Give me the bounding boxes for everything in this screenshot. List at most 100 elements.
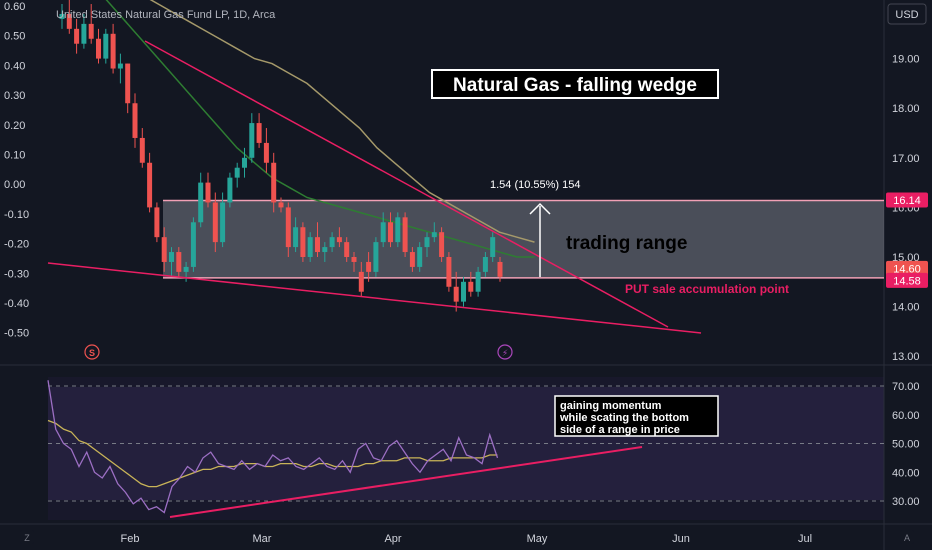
candle-body (125, 63, 131, 104)
rsi-note-box[interactable] (554, 395, 719, 437)
candle (439, 227, 445, 262)
candle-body (205, 182, 211, 203)
candle-body (96, 38, 101, 59)
candle (424, 232, 430, 257)
candle-body (395, 217, 401, 243)
wedge-upper-trendline[interactable] (144, 40, 669, 328)
put-sale-label: PUT sale accumulation point (625, 282, 789, 296)
rsi-line (47, 380, 499, 514)
candle (315, 222, 320, 257)
time-axis-month: May (527, 533, 548, 545)
candlestick-series (59, 0, 503, 312)
price-label-text: 16.14 (893, 195, 921, 207)
log-scale-label: Z (24, 533, 30, 543)
candle-body (300, 227, 306, 257)
trading-range-label: trading range (566, 233, 687, 254)
candle-body (322, 247, 328, 253)
candle (154, 202, 160, 243)
candle (395, 212, 401, 248)
candle-body (139, 137, 145, 163)
rsi-axis[interactable]: 70.00 60.00 50.00 40.00 30.00 (892, 381, 920, 508)
candle (446, 252, 452, 292)
candle (132, 93, 138, 148)
candle (103, 28, 109, 64)
candle-body (373, 242, 379, 272)
candle-body (278, 202, 284, 208)
candle (497, 257, 503, 282)
chart-title: Natural Gas - falling wedge (453, 75, 697, 96)
auto-scale-button[interactable] (900, 530, 914, 544)
candle (417, 242, 423, 272)
price-axis-tick: 14.00 (892, 302, 920, 314)
candle (490, 232, 496, 262)
wedge-lower-trendline[interactable] (47, 262, 702, 334)
candle-body (263, 142, 269, 163)
candle-body (227, 177, 233, 203)
candle-body (256, 123, 262, 143)
log-scale-button[interactable] (20, 530, 34, 544)
title-box[interactable] (431, 69, 719, 99)
candle (358, 261, 364, 297)
candle (373, 237, 379, 277)
candle (139, 128, 145, 168)
price-axis-tick: 13.00 (892, 351, 920, 363)
candle-body (66, 13, 72, 29)
candle (205, 172, 211, 208)
currency-button[interactable] (887, 3, 927, 25)
candle-body (147, 162, 153, 208)
candle (227, 172, 233, 208)
slow-moving-average-line (149, 0, 535, 243)
candle (285, 202, 291, 257)
candle-body (358, 271, 364, 292)
dividend-marker[interactable] (84, 344, 100, 360)
earnings-marker[interactable] (497, 344, 513, 360)
candle-body (490, 237, 496, 257)
time-axis-month: Jun (672, 533, 690, 545)
candle-body (220, 202, 226, 243)
rsi-trendline[interactable] (169, 446, 643, 518)
candle-body (176, 252, 182, 272)
candle (482, 252, 488, 277)
rsi-note-line: side of a range in price (560, 424, 680, 436)
candle (249, 113, 255, 163)
candle-body (431, 232, 437, 238)
left-axis-tick: 0.50 (4, 31, 25, 43)
candle (66, 0, 72, 34)
candle (256, 113, 262, 148)
left-axis-tick: -0.30 (4, 268, 29, 280)
candle (453, 271, 459, 312)
candle (263, 128, 269, 173)
rsi-note-line: while scating the bottom (559, 412, 689, 424)
candle (242, 147, 247, 178)
candle-body (329, 237, 335, 248)
price-label-tag (886, 260, 928, 276)
price-axis-tick: 19.00 (892, 54, 920, 66)
candle-body (242, 157, 247, 168)
candle (402, 212, 408, 257)
candle-body (468, 281, 474, 292)
rsi-level-lines (48, 385, 884, 502)
price-axis-tick: 17.00 (892, 153, 920, 165)
candle (409, 247, 415, 272)
time-axis[interactable]: Feb Mar Apr May Jun Jul (121, 533, 813, 545)
price-label-tag (886, 192, 928, 208)
candle-body (417, 247, 423, 267)
candle-body (190, 222, 196, 267)
candle (59, 4, 65, 29)
candle (431, 222, 437, 243)
left-axis-tick: -0.20 (4, 239, 29, 251)
candle-body (169, 252, 174, 262)
candle-body (161, 237, 167, 262)
candle (125, 63, 131, 114)
candle-body (103, 33, 109, 59)
left-axis-tick: 0.30 (4, 90, 25, 102)
split-icon: S (89, 348, 95, 358)
time-axis-month: Jul (798, 533, 812, 545)
price-axis-tick: 18.00 (892, 103, 920, 115)
candle (366, 252, 372, 282)
candle-body (315, 237, 320, 253)
time-axis-month: Mar (253, 533, 272, 545)
candle (110, 23, 116, 74)
measure-arrow-head (529, 202, 551, 215)
